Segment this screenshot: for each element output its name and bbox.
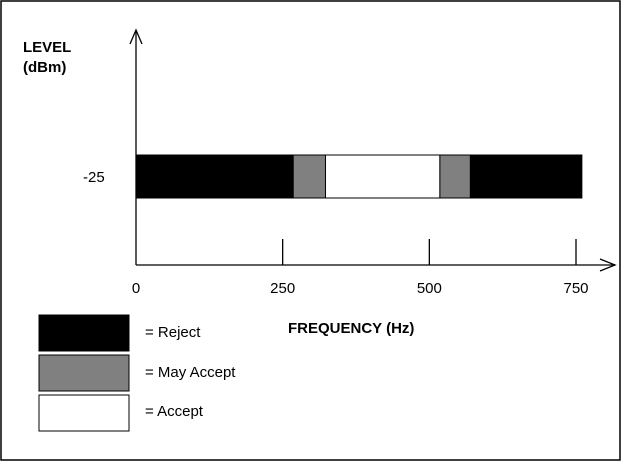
y-axis-label-line1: LEVEL	[23, 39, 71, 56]
band-bar	[135, 154, 583, 199]
legend-label-reject: = Reject	[145, 324, 201, 341]
legend-label-may-accept: = May Accept	[145, 364, 236, 381]
y-axis-arrow	[129, 28, 143, 45]
legend-label-accept: = Accept	[145, 403, 204, 420]
legend-swatch-accept	[38, 394, 130, 432]
band-segment-may-accept-1	[292, 154, 326, 199]
band-segment-reject-0	[135, 154, 294, 199]
x-tick-label-250: 250	[270, 280, 295, 297]
legend: = Reject = May Accept = Accept	[38, 314, 236, 432]
x-tick-label-500: 500	[417, 280, 442, 297]
band-segment-may-accept-3	[439, 154, 471, 199]
x-axis-arrow	[599, 258, 617, 272]
level-label: -25	[83, 169, 105, 186]
legend-swatch-reject	[38, 314, 130, 352]
y-axis-label-line2: (dBm)	[23, 59, 66, 76]
x-axis-label: FREQUENCY (Hz)	[288, 320, 414, 337]
x-tick-label-750: 750	[563, 280, 588, 297]
band-segment-reject-4	[469, 154, 583, 199]
x-ticks: 0 250 500 750	[132, 239, 589, 297]
band-segment-accept-2	[324, 154, 441, 199]
legend-swatch-may-accept	[38, 354, 130, 392]
x-tick-label-0: 0	[132, 280, 140, 297]
